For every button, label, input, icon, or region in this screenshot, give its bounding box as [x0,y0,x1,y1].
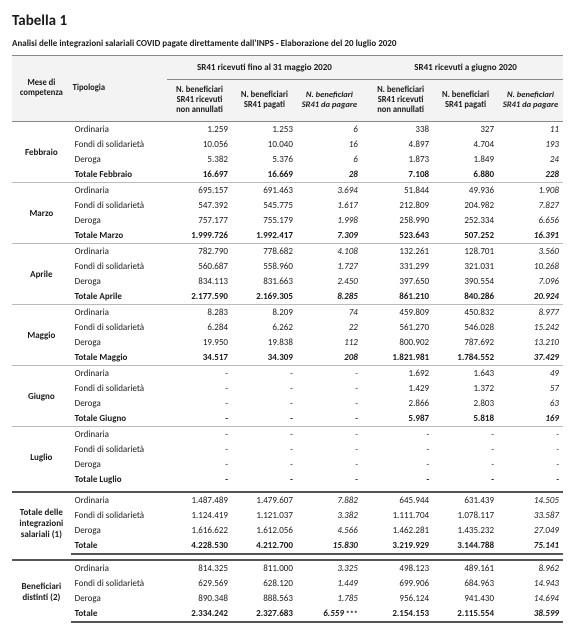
month-mar: Marzo [12,183,71,244]
col-b2: N. beneficiari SR41 pagati [433,80,498,122]
group-b: SR41 ricevuti a giugno 2020 [368,56,563,80]
col-a3: N. beneficiari SR41 da pagare [297,80,362,122]
month-lug: Luglio [12,427,71,488]
table-title: Tabella 1 [12,12,563,30]
group-a: SR41 ricevuti fino al 31 maggio 2020 [167,56,362,80]
col-a1: N. beneficiari SR41 ricevuti non annulla… [167,80,232,122]
col-b1: N. beneficiari SR41 ricevuti non annulla… [368,80,433,122]
month-giu: Giugno [12,366,71,427]
col-a2: N. beneficiari SR41 pagati [232,80,297,122]
month-feb: Febbraio [12,122,71,183]
table-subtitle: Analisi delle integrazioni salariali COV… [12,38,563,49]
col-b3: N. beneficiari SR41 da pagare [498,80,563,122]
bloc2: Beneficiari distinti (2) [12,560,71,622]
col-tip: Tipologia [71,56,167,122]
month-mag: Maggio [12,305,71,366]
col-mese: Mese di competenza [12,56,71,122]
month-apr: Aprile [12,244,71,305]
data-table: Mese di competenza Tipologia SR41 ricevu… [12,55,563,623]
